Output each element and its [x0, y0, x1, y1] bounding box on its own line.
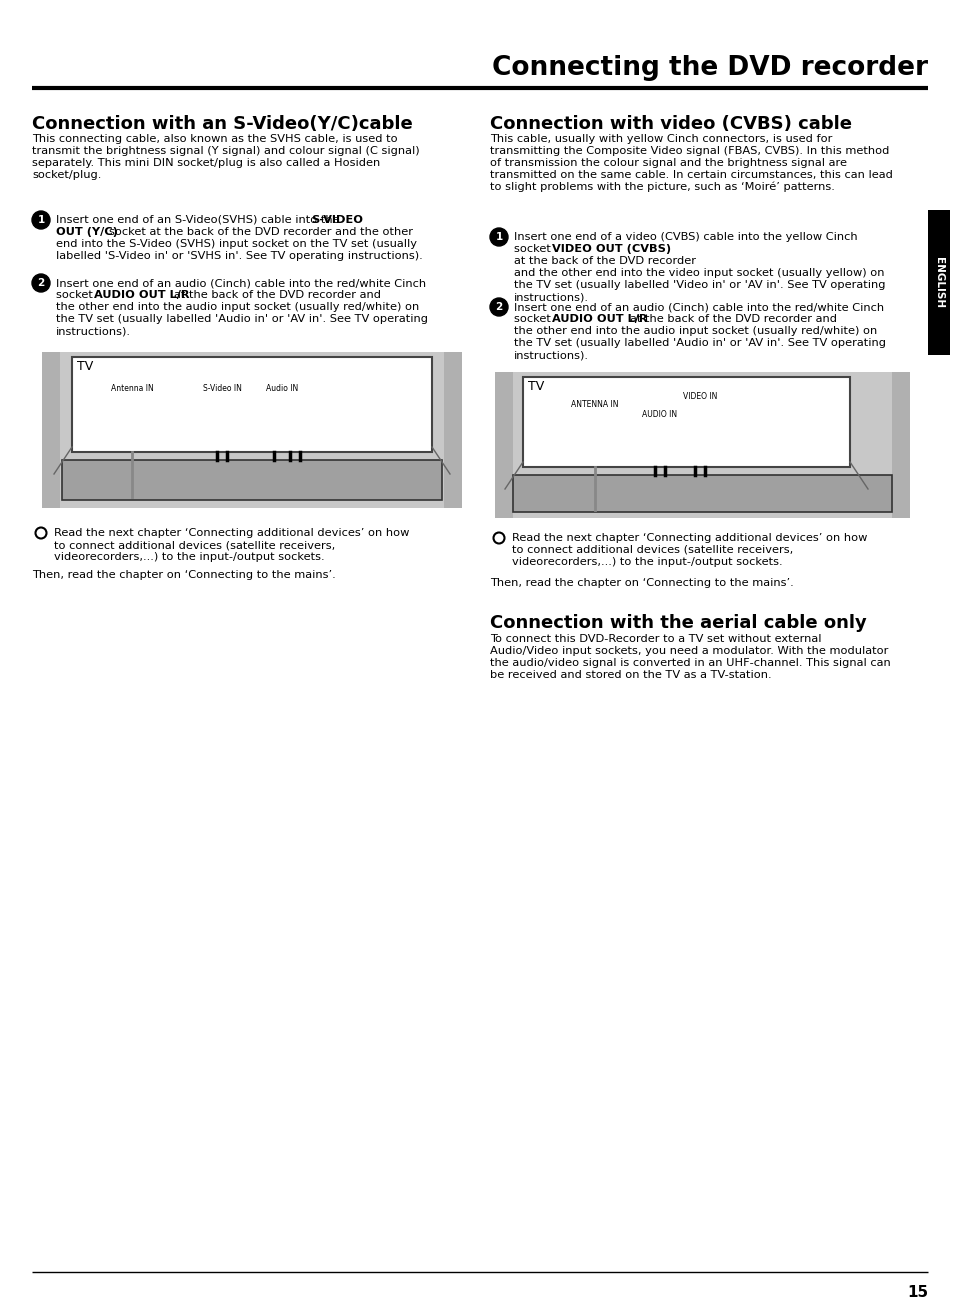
FancyBboxPatch shape [891, 372, 909, 518]
Text: Connection with the aerial cable only: Connection with the aerial cable only [490, 615, 866, 631]
Text: the TV set (usually labelled 'Video in' or 'AV in'. See TV operating: the TV set (usually labelled 'Video in' … [514, 280, 884, 290]
Text: ENGLISH: ENGLISH [933, 256, 943, 309]
Text: to connect additional devices (satellite receivers,: to connect additional devices (satellite… [512, 546, 792, 555]
Text: videorecorders,...) to the input-/output sockets.: videorecorders,...) to the input-/output… [512, 557, 781, 566]
Text: Audio IN: Audio IN [266, 384, 297, 393]
FancyBboxPatch shape [71, 357, 432, 452]
Text: labelled 'S-Video in' or 'SVHS in'. See TV operating instructions).: labelled 'S-Video in' or 'SVHS in'. See … [56, 251, 422, 260]
Text: instructions).: instructions). [56, 326, 131, 336]
FancyBboxPatch shape [927, 210, 949, 355]
Text: 1: 1 [495, 232, 502, 242]
Text: socket/plug.: socket/plug. [32, 171, 101, 180]
Text: separately. This mini DIN socket/plug is also called a Hosiden: separately. This mini DIN socket/plug is… [32, 158, 380, 168]
Text: Antenna IN: Antenna IN [111, 384, 153, 393]
Text: 2: 2 [37, 279, 45, 288]
Text: at the back of the DVD recorder: at the back of the DVD recorder [514, 256, 696, 266]
FancyBboxPatch shape [443, 352, 461, 508]
Text: the audio/video signal is converted in an UHF-channel. This signal can: the audio/video signal is converted in a… [490, 658, 890, 668]
Text: socket at the back of the DVD recorder and the other: socket at the back of the DVD recorder a… [109, 227, 413, 237]
Text: Audio/Video input sockets, you need a modulator. With the modulator: Audio/Video input sockets, you need a mo… [490, 646, 887, 656]
FancyBboxPatch shape [42, 352, 461, 508]
Circle shape [490, 298, 507, 316]
Text: be received and stored on the TV as a TV-station.: be received and stored on the TV as a TV… [490, 671, 771, 680]
Text: Connecting the DVD recorder: Connecting the DVD recorder [492, 55, 927, 81]
Text: Read the next chapter ‘Connecting additional devices’ on how: Read the next chapter ‘Connecting additi… [54, 529, 409, 538]
Text: at the back of the DVD recorder and: at the back of the DVD recorder and [173, 290, 380, 299]
FancyBboxPatch shape [495, 372, 909, 518]
Text: socket: socket [514, 243, 554, 254]
Text: To connect this DVD-Recorder to a TV set without external: To connect this DVD-Recorder to a TV set… [490, 634, 821, 644]
Text: Connection with video (CVBS) cable: Connection with video (CVBS) cable [490, 115, 851, 133]
Text: Insert one end of an audio (Cinch) cable into the red/white Cinch: Insert one end of an audio (Cinch) cable… [56, 279, 426, 288]
Text: of transmission the colour signal and the brightness signal are: of transmission the colour signal and th… [490, 158, 846, 168]
Text: S-VIDEO: S-VIDEO [311, 215, 363, 225]
Text: Then, read the chapter on ‘Connecting to the mains’.: Then, read the chapter on ‘Connecting to… [32, 570, 335, 579]
Text: Insert one end of an audio (Cinch) cable into the red/white Cinch: Insert one end of an audio (Cinch) cable… [514, 302, 883, 312]
Text: S-Video IN: S-Video IN [202, 384, 241, 393]
Text: VIDEO OUT (CVBS): VIDEO OUT (CVBS) [552, 243, 670, 254]
Text: Insert one end of a video (CVBS) cable into the yellow Cinch: Insert one end of a video (CVBS) cable i… [514, 232, 857, 242]
Text: videorecorders,...) to the input-/output sockets.: videorecorders,...) to the input-/output… [54, 552, 324, 562]
Text: transmit the brightness signal (Y signal) and colour signal (C signal): transmit the brightness signal (Y signal… [32, 146, 419, 156]
Text: Read the next chapter ‘Connecting additional devices’ on how: Read the next chapter ‘Connecting additi… [512, 533, 866, 543]
Text: 2: 2 [495, 302, 502, 312]
FancyBboxPatch shape [62, 460, 441, 500]
Text: instructions).: instructions). [514, 350, 588, 359]
Text: the TV set (usually labelled 'Audio in' or 'AV in'. See TV operating: the TV set (usually labelled 'Audio in' … [514, 339, 885, 348]
Text: socket: socket [514, 314, 554, 324]
Text: AUDIO OUT L/R: AUDIO OUT L/R [552, 314, 647, 324]
Text: Insert one end of an S-Video(SVHS) cable into the: Insert one end of an S-Video(SVHS) cable… [56, 215, 343, 225]
Text: the TV set (usually labelled 'Audio in' or 'AV in'. See TV operating: the TV set (usually labelled 'Audio in' … [56, 314, 428, 324]
Text: TV: TV [77, 359, 93, 372]
Text: to slight problems with the picture, such as ‘Moiré’ patterns.: to slight problems with the picture, suc… [490, 182, 834, 193]
Text: This cable, usually with yellow Cinch connectors, is used for: This cable, usually with yellow Cinch co… [490, 134, 832, 145]
Text: This connecting cable, also known as the SVHS cable, is used to: This connecting cable, also known as the… [32, 134, 397, 145]
Text: 1: 1 [37, 215, 45, 225]
Circle shape [32, 273, 50, 292]
Text: to connect additional devices (satellite receivers,: to connect additional devices (satellite… [54, 540, 335, 549]
Text: the other end into the audio input socket (usually red/white) on: the other end into the audio input socke… [56, 302, 418, 312]
Text: the other end into the audio input socket (usually red/white) on: the other end into the audio input socke… [514, 326, 877, 336]
Text: instructions).: instructions). [514, 292, 588, 302]
Circle shape [490, 228, 507, 246]
Text: at the back of the DVD recorder and: at the back of the DVD recorder and [629, 314, 836, 324]
FancyBboxPatch shape [522, 378, 849, 467]
Text: ANTENNA IN: ANTENNA IN [571, 400, 618, 409]
Text: Connection with an S-Video(Y/C)cable: Connection with an S-Video(Y/C)cable [32, 115, 413, 133]
Text: 15: 15 [906, 1285, 927, 1299]
Text: socket: socket [56, 290, 96, 299]
FancyBboxPatch shape [513, 475, 891, 512]
Text: end into the S-Video (SVHS) input socket on the TV set (usually: end into the S-Video (SVHS) input socket… [56, 240, 416, 249]
Text: AUDIO OUT L/R: AUDIO OUT L/R [94, 290, 190, 299]
Text: AUDIO IN: AUDIO IN [641, 410, 677, 419]
Text: Then, read the chapter on ‘Connecting to the mains’.: Then, read the chapter on ‘Connecting to… [490, 578, 793, 589]
Text: VIDEO IN: VIDEO IN [682, 392, 717, 401]
Text: and the other end into the video input socket (usually yellow) on: and the other end into the video input s… [514, 268, 883, 279]
Text: OUT (Y/C): OUT (Y/C) [56, 227, 118, 237]
Circle shape [32, 211, 50, 229]
Text: TV: TV [527, 380, 543, 393]
FancyBboxPatch shape [42, 352, 60, 508]
FancyBboxPatch shape [495, 372, 513, 518]
Text: transmitting the Composite Video signal (FBAS, CVBS). In this method: transmitting the Composite Video signal … [490, 146, 888, 156]
Text: transmitted on the same cable. In certain circumstances, this can lead: transmitted on the same cable. In certai… [490, 171, 892, 180]
